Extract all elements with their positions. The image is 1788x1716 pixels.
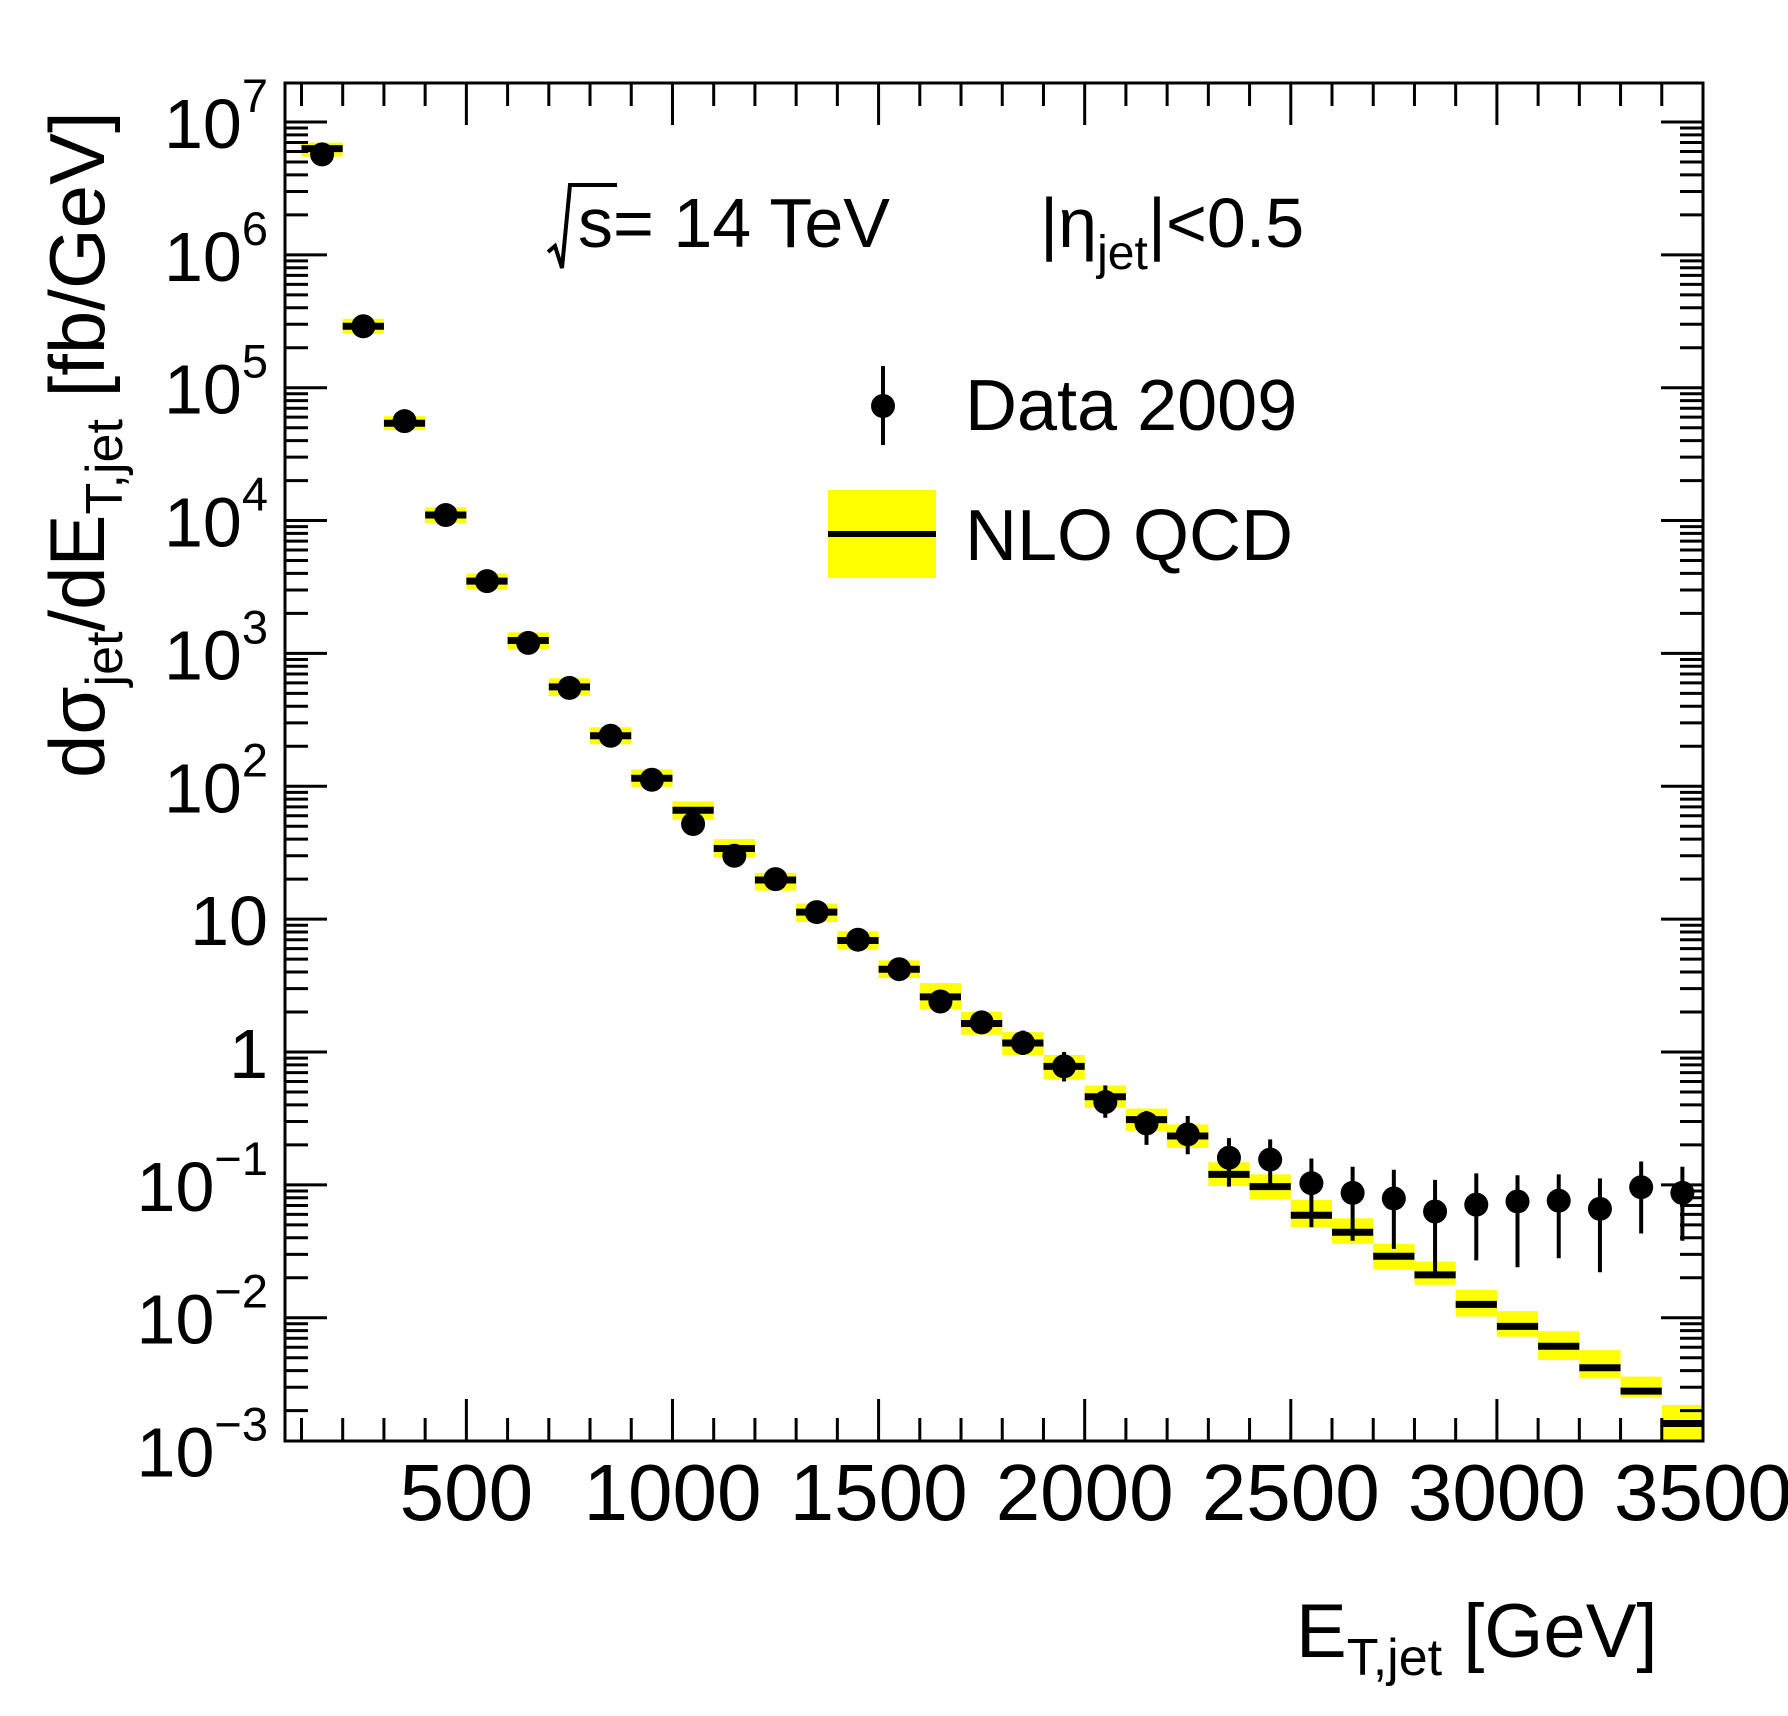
x-tick-label: 3500 <box>1614 1448 1788 1537</box>
data-point-marker <box>1340 1180 1365 1205</box>
data-point-marker <box>887 957 912 982</box>
data-point-marker <box>433 503 458 528</box>
data-point-marker <box>1216 1145 1241 1170</box>
data-point-marker <box>1629 1175 1654 1200</box>
data-point-marker <box>1381 1186 1406 1211</box>
data-point-marker <box>763 867 788 892</box>
data-point-marker <box>1464 1192 1489 1217</box>
data-point-marker <box>639 767 664 792</box>
nlo-qcd-band-layer <box>301 142 1703 1441</box>
eta-cut-annotation: |ηjet|<0.5 <box>1040 184 1304 280</box>
legend: Data 2009 NLO QCD <box>828 366 1297 578</box>
data-point-marker <box>474 569 499 594</box>
x-tick-label: 2000 <box>996 1448 1174 1537</box>
legend-nlo-label: NLO QCD <box>965 496 1293 576</box>
data-point-marker <box>516 630 541 655</box>
data-point-marker <box>351 314 376 339</box>
data-points-layer <box>310 142 1695 1275</box>
data-point-marker <box>392 409 417 434</box>
data-point-marker <box>681 812 706 837</box>
data-point-marker <box>598 723 623 748</box>
sqrt-radical-symbol <box>546 183 617 269</box>
x-tick-label: 3000 <box>1408 1448 1586 1537</box>
nlo-band-segment <box>1579 1350 1621 1379</box>
y-tick-label: 10 <box>190 882 268 960</box>
data-point-marker <box>1175 1122 1200 1147</box>
data-point-marker <box>969 1010 994 1035</box>
y-tick-label: 104 <box>164 468 268 562</box>
data-point-marker <box>845 927 870 952</box>
data-point-marker <box>1423 1199 1448 1224</box>
y-tick-label: 1 <box>229 1015 268 1093</box>
data-point-marker <box>1134 1111 1159 1136</box>
data-point-marker <box>1052 1054 1077 1079</box>
data-point-marker <box>1587 1196 1612 1221</box>
y-tick-label: 105 <box>164 335 268 429</box>
y-tick-label: 106 <box>164 202 268 296</box>
data-point-marker <box>1258 1147 1283 1172</box>
data-point-marker <box>722 843 747 868</box>
x-tick-label: 1000 <box>583 1448 761 1537</box>
legend-data-label: Data 2009 <box>965 366 1297 446</box>
y-tick-label: 10−1 <box>137 1132 268 1226</box>
y-axis-title: dσjet/dET,jet [fb/GeV] <box>33 111 134 778</box>
sqrt-s-annotation: s= 14 TeV <box>578 184 890 262</box>
y-tick-label: 107 <box>164 69 268 163</box>
x-tick-label: 1500 <box>790 1448 968 1537</box>
data-point-marker <box>1010 1030 1035 1055</box>
y-tick-label: 10−3 <box>137 1398 268 1492</box>
axis-tick-labels: 500 1000 1500 2000 2500 3000 3500 107 106 105 104 1… <box>137 69 1788 1537</box>
x-tick-label: 2500 <box>1202 1448 1380 1537</box>
data-point-marker <box>1299 1171 1324 1196</box>
data-point-marker <box>1093 1090 1118 1115</box>
data-point-marker <box>1505 1189 1530 1214</box>
axis-ticks <box>285 83 1705 1441</box>
y-tick-label: 102 <box>164 733 268 827</box>
y-tick-label: 10−2 <box>137 1265 268 1359</box>
data-point-marker <box>804 900 829 925</box>
data-point-marker <box>310 142 335 167</box>
data-point-marker <box>557 675 582 700</box>
x-tick-label: 500 <box>400 1448 533 1537</box>
plot-frame <box>283 81 1705 1443</box>
y-tick-label: 103 <box>164 600 268 694</box>
x-axis-title: ET,jet [GeV] <box>1296 1589 1658 1687</box>
legend-data-marker <box>871 394 895 418</box>
data-point-marker <box>928 989 953 1014</box>
data-point-marker <box>1546 1188 1571 1213</box>
